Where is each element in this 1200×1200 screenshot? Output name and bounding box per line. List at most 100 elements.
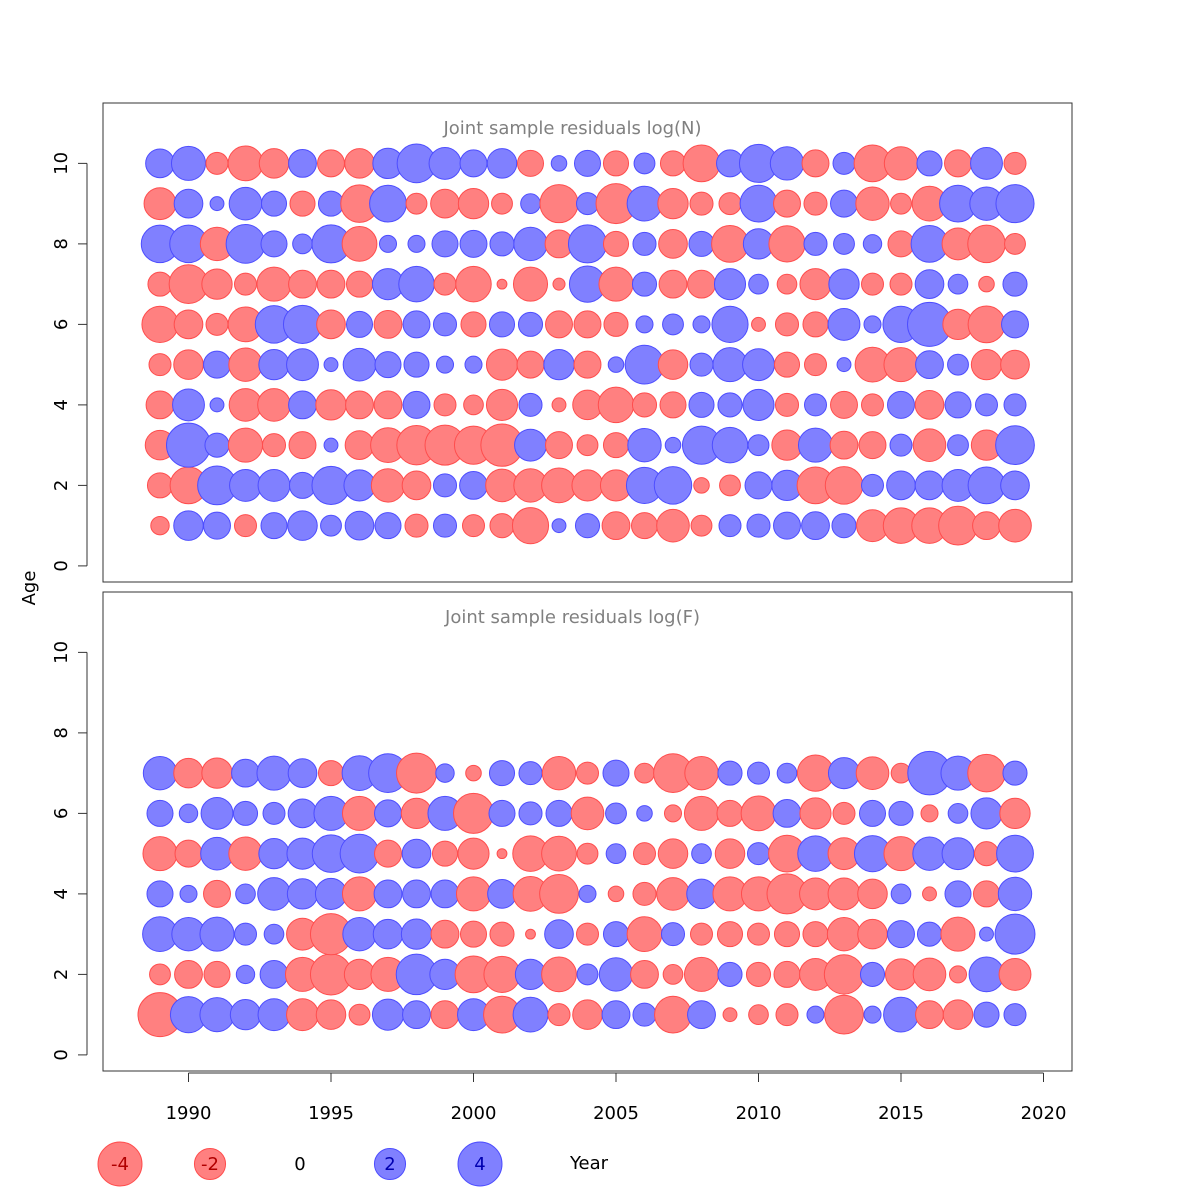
positive-residual-bubble — [636, 805, 653, 822]
negative-residual-bubble — [687, 269, 716, 299]
negative-residual-bubble — [576, 842, 599, 865]
negative-residual-bubble — [682, 144, 721, 183]
x-tick-label: 1990 — [166, 1103, 212, 1124]
y-tick-label: 6 — [51, 808, 72, 819]
panel-title: Joint sample residuals log(F) — [444, 607, 700, 628]
positive-residual-bubble — [687, 1000, 716, 1030]
positive-residual-bubble — [858, 799, 887, 827]
positive-residual-bubble — [801, 511, 830, 541]
positive-residual-bubble — [320, 514, 342, 537]
negative-residual-bubble — [631, 392, 658, 418]
negative-residual-bubble — [693, 477, 710, 494]
negative-residual-bubble — [541, 467, 577, 504]
positive-residual-bubble — [288, 390, 317, 420]
negative-residual-bubble — [748, 1004, 769, 1025]
negative-residual-bubble — [496, 848, 508, 860]
positive-residual-bubble — [259, 959, 289, 989]
negative-residual-bubble — [315, 389, 347, 421]
positive-residual-bubble — [602, 921, 630, 948]
positive-residual-bubble — [567, 224, 608, 264]
positive-residual-bubble — [997, 876, 1033, 912]
negative-residual-bubble — [662, 964, 684, 985]
positive-residual-bubble — [627, 427, 662, 463]
positive-residual-bubble — [691, 843, 712, 864]
positive-residual-bubble — [260, 230, 288, 258]
negative-residual-bubble — [718, 192, 742, 216]
positive-residual-bubble — [287, 758, 318, 788]
negative-residual-bubble — [205, 312, 229, 336]
positive-residual-bubble — [146, 799, 174, 827]
negative-residual-bubble — [227, 145, 264, 182]
positive-residual-bubble — [344, 510, 375, 541]
legend-label: -4 — [111, 1154, 129, 1175]
positive-residual-bubble — [488, 760, 516, 787]
positive-residual-bubble — [947, 273, 969, 295]
negative-residual-bubble — [626, 916, 663, 953]
negative-residual-bubble — [920, 804, 939, 823]
positive-residual-bubble — [806, 1005, 825, 1024]
negative-residual-bubble — [659, 150, 687, 177]
negative-residual-bubble — [658, 229, 688, 259]
x-tick-label: 2010 — [736, 1103, 782, 1124]
positive-residual-bubble — [142, 755, 178, 791]
positive-residual-bubble — [229, 998, 262, 1031]
negative-residual-bubble — [773, 921, 801, 948]
negative-residual-bubble — [525, 928, 536, 940]
legend-positive-bubble — [373, 1147, 407, 1181]
negative-residual-bubble — [316, 269, 346, 299]
positive-residual-bubble — [692, 315, 711, 334]
negative-residual-bubble — [489, 513, 515, 539]
negative-residual-bubble — [771, 429, 803, 461]
negative-residual-bubble — [345, 390, 374, 420]
negative-residual-bubble — [999, 797, 1031, 830]
negative-residual-bubble — [861, 393, 884, 417]
legend: -4 -2 0 2 4 — [97, 1141, 503, 1187]
positive-residual-bubble — [146, 880, 174, 908]
positive-residual-bubble — [231, 758, 260, 788]
positive-residual-bubble — [744, 471, 773, 500]
positive-residual-bubble — [975, 393, 998, 417]
legend-positive-bubble — [457, 1141, 503, 1187]
legend-label: 0 — [294, 1154, 305, 1175]
negative-residual-bubble — [773, 351, 801, 378]
positive-residual-bubble — [830, 189, 858, 218]
positive-residual-bubble — [518, 761, 543, 786]
negative-residual-bubble — [716, 799, 744, 827]
negative-residual-bubble — [541, 755, 577, 791]
negative-residual-bubble — [541, 835, 577, 872]
negative-residual-bubble — [967, 224, 1006, 264]
negative-residual-bubble — [401, 470, 432, 501]
negative-residual-bubble — [656, 877, 690, 911]
negative-residual-bubble — [573, 350, 602, 379]
positive-residual-bubble — [173, 510, 204, 541]
negative-residual-bubble — [634, 762, 655, 784]
positive-residual-bubble — [712, 347, 748, 383]
positive-residual-bubble — [827, 307, 861, 341]
positive-residual-bubble — [632, 231, 657, 256]
positive-residual-bubble — [970, 797, 1003, 830]
x-tick-label: 2000 — [451, 1103, 497, 1124]
positive-residual-bubble — [914, 269, 945, 299]
positive-residual-bubble — [711, 305, 749, 343]
positive-residual-bubble — [739, 184, 778, 223]
negative-residual-bubble — [430, 188, 460, 219]
positive-residual-bubble — [432, 513, 458, 538]
negative-residual-bubble — [632, 881, 657, 906]
positive-residual-bubble — [435, 763, 455, 783]
positive-residual-bubble — [631, 271, 658, 297]
negative-residual-bubble — [201, 757, 233, 789]
negative-residual-bubble — [148, 353, 172, 377]
negative-residual-bubble — [978, 275, 995, 293]
negative-residual-bubble — [201, 268, 233, 300]
positive-residual-bubble — [407, 234, 426, 253]
positive-residual-bubble — [578, 884, 597, 903]
negative-residual-bubble — [570, 796, 605, 831]
negative-residual-bubble — [343, 958, 376, 991]
negative-residual-bubble — [234, 272, 257, 296]
negative-residual-bubble — [773, 960, 801, 988]
positive-residual-bubble — [488, 311, 516, 338]
negative-residual-bubble — [657, 187, 689, 220]
positive-residual-bubble — [803, 231, 828, 256]
legend-negative-bubble — [193, 1147, 227, 1181]
positive-residual-bubble — [912, 836, 947, 871]
